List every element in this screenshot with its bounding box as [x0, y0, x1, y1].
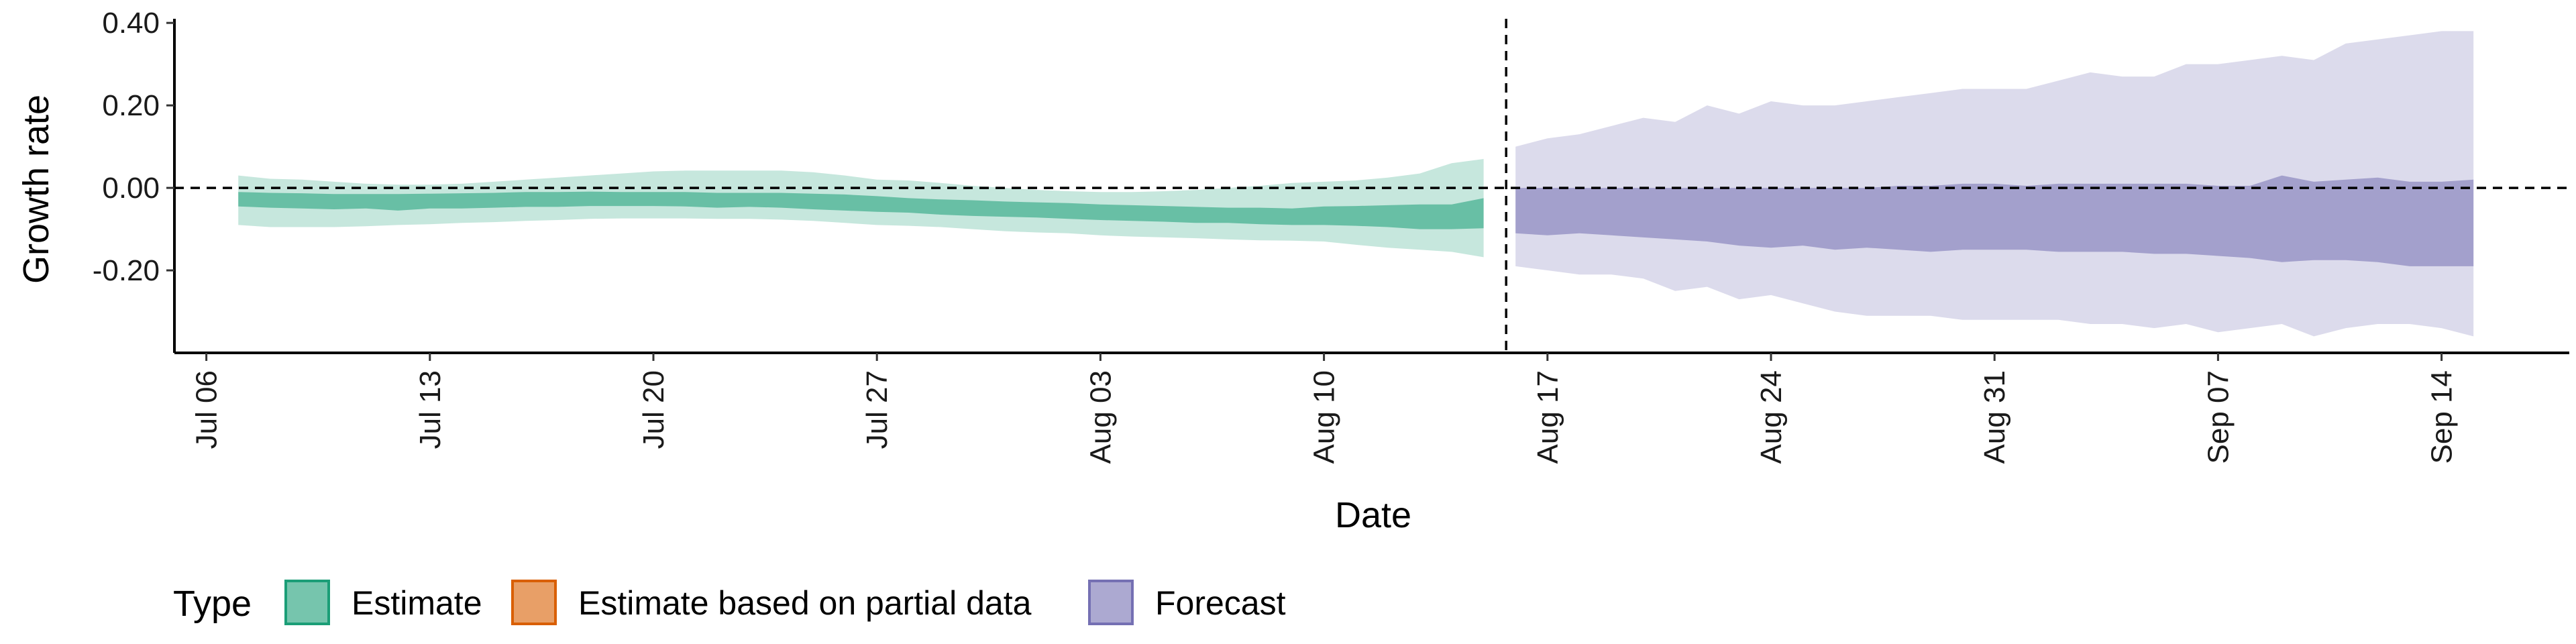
reference-lines	[174, 19, 2569, 353]
legend-label-estimate-based-on-partial-data: Estimate based on partial data	[578, 584, 1032, 622]
x-tick-label: Jul 06	[191, 370, 223, 449]
x-tick-label: Jul 27	[861, 370, 894, 449]
x-tick-label: Aug 10	[1308, 370, 1341, 464]
estimate-ci50-band	[238, 191, 1484, 229]
x-axis-title: Date	[1335, 495, 1411, 535]
legend: Type Estimate Estimate based on partial d…	[173, 580, 1286, 625]
x-tick-label: Sep 07	[2202, 370, 2235, 464]
y-tick-label: -0.20	[93, 254, 160, 287]
forecast-ci50-band	[1515, 175, 2474, 266]
legend-title: Type	[173, 584, 252, 624]
y-tick-label: 0.20	[102, 89, 160, 122]
x-tick-label: Aug 03	[1084, 370, 1117, 464]
x-tick-label: Jul 13	[414, 370, 447, 449]
legend-swatch-forecast	[1088, 580, 1134, 625]
y-tick-label: 0.00	[102, 172, 160, 205]
axes: 0.40 0.20 0.00 -0.20 Jul 06 Jul 13 Jul 20 Jul 2…	[93, 7, 2569, 464]
legend-label-estimate: Estimate	[352, 584, 482, 622]
x-tick-label: Jul 20	[637, 370, 670, 449]
legend-swatch-estimate	[284, 580, 330, 625]
x-tick-label: Aug 17	[1532, 370, 1564, 464]
legend-label-forecast: Forecast	[1155, 584, 1286, 622]
x-tick-label: Sep 14	[2426, 370, 2459, 464]
x-tick-label: Aug 31	[1978, 370, 2011, 464]
plot-area	[238, 31, 2474, 337]
y-axis-title: Growth rate	[16, 95, 56, 284]
x-tick-label: Aug 24	[1755, 370, 1788, 464]
legend-swatch-estimate-based-on-partial-data	[511, 580, 557, 625]
y-tick-label: 0.40	[102, 7, 160, 40]
